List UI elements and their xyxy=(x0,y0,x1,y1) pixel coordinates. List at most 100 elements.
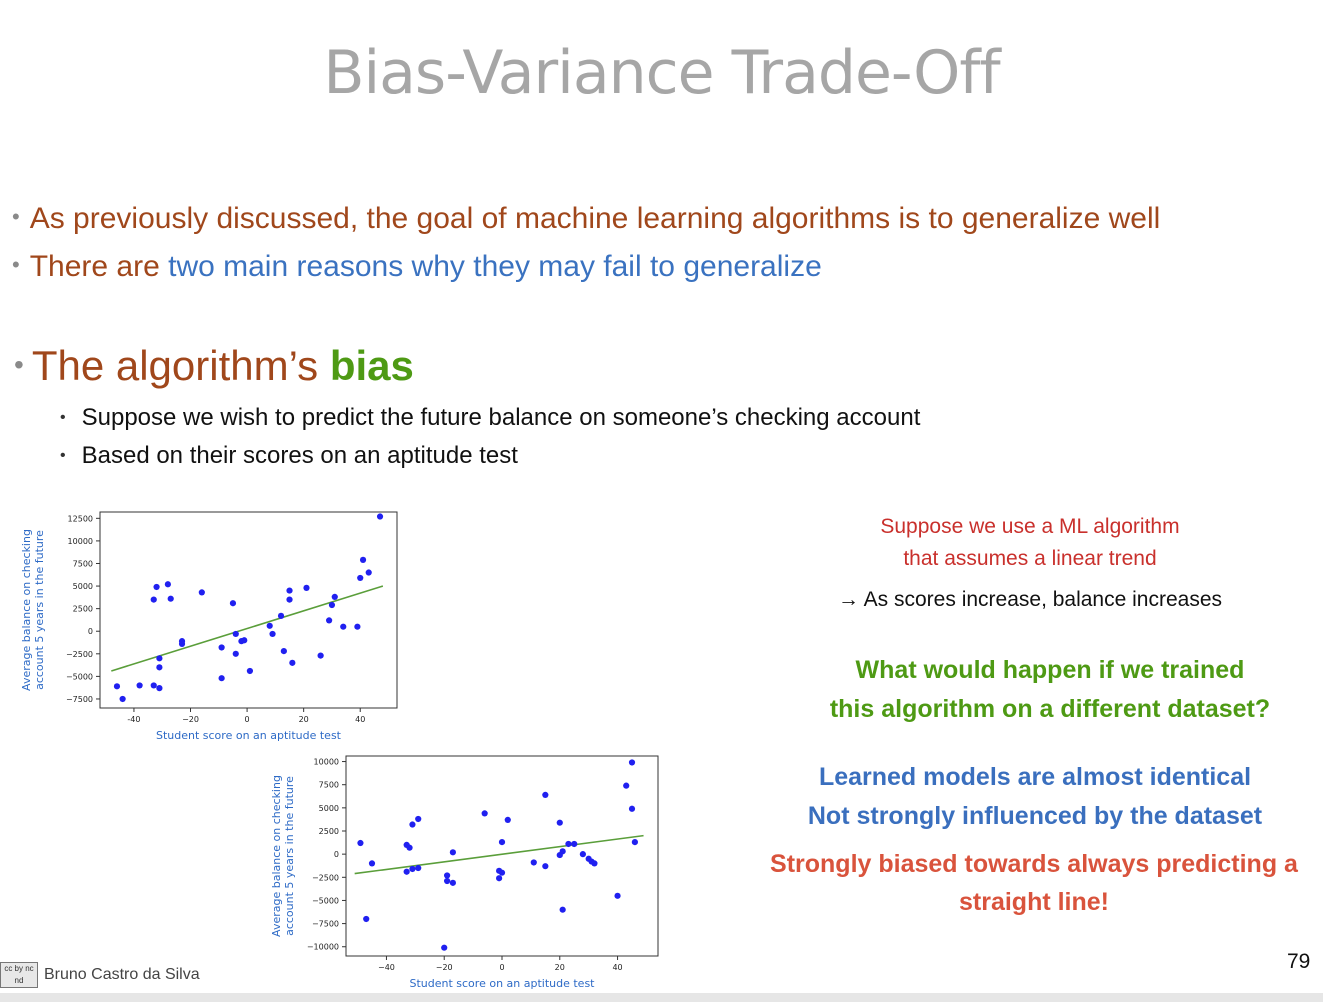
scatter-chart-2: −40 −20 0 20 40 −10000 −7500 −5000 −2500 0 2500 500… xyxy=(270,755,659,990)
bullet-dot-icon: • xyxy=(14,349,24,380)
data-point xyxy=(631,839,638,846)
scatter-chart-1: -40 −20 0 20 40 −7500 −5000 −2500 0 2500 5000 7500 1… xyxy=(20,511,398,742)
y-tick-label: 10000 xyxy=(68,537,93,546)
sub-bullet-1: • Suppose we wish to predict the future b… xyxy=(60,404,920,432)
conclusion-line-2: straight line! xyxy=(958,888,1109,916)
y-tick-label: −7500 xyxy=(312,920,339,929)
data-point xyxy=(628,759,636,766)
y-tick-label: −7500 xyxy=(66,695,93,704)
data-point xyxy=(614,892,621,899)
data-point xyxy=(269,630,276,638)
x-tick-label: −20 xyxy=(436,963,453,972)
data-point xyxy=(229,600,237,607)
data-point xyxy=(357,839,364,847)
bullet-generalize: • As previously discussed, the goal of ma… xyxy=(12,202,1160,236)
data-point xyxy=(354,623,361,630)
y-axis-label-line: Average balance on checking xyxy=(20,529,33,691)
y-tick-label: 2500 xyxy=(319,827,339,836)
x-tick-label: 0 xyxy=(245,715,250,724)
bullet-dot-icon: • xyxy=(60,409,66,426)
data-point xyxy=(441,944,448,951)
data-point xyxy=(542,791,549,798)
slide-title: Bias-Variance Trade-Off xyxy=(323,38,1000,108)
data-point xyxy=(403,868,410,875)
data-point xyxy=(156,685,163,692)
data-point xyxy=(363,915,370,923)
conclusion-line-1: Strongly biased towards always predictin… xyxy=(770,850,1298,878)
page-number: 79 xyxy=(1287,950,1311,973)
data-point xyxy=(542,863,549,870)
y-axis-label-line: account 5 years in the future xyxy=(33,530,46,690)
data-point xyxy=(359,556,367,563)
question-line-1: What would happen if we trained xyxy=(855,656,1245,684)
data-point xyxy=(198,589,205,596)
bullet-dot-icon: • xyxy=(60,447,66,464)
data-point xyxy=(331,593,338,601)
bullet-text: As previously discussed, the goal of mac… xyxy=(29,202,1161,235)
data-point xyxy=(232,630,239,638)
data-point xyxy=(579,851,586,858)
bottom-bar xyxy=(0,993,1323,1002)
x-tick-label: -40 xyxy=(127,715,140,724)
y-tick-label: −5000 xyxy=(312,896,339,905)
x-tick-label: −40 xyxy=(378,963,395,972)
y-tick-label: −10000 xyxy=(307,943,339,952)
data-point xyxy=(246,667,254,675)
data-point xyxy=(565,840,572,848)
data-point xyxy=(496,875,503,882)
data-point xyxy=(150,596,157,603)
data-point xyxy=(498,869,506,876)
data-point xyxy=(559,906,566,913)
data-point xyxy=(628,805,636,812)
data-point xyxy=(317,652,324,659)
bullet-text: There are xyxy=(29,250,169,283)
heading-bold: bias xyxy=(329,342,414,389)
data-point xyxy=(286,596,293,603)
arrow-note: → As scores increase, balance increases xyxy=(837,588,1223,611)
data-point xyxy=(232,650,239,657)
data-point xyxy=(556,819,563,826)
bullet-reasons: • There are two main reasons why they may… xyxy=(12,250,822,284)
y-tick-label: −5000 xyxy=(66,672,93,681)
data-point xyxy=(376,513,384,520)
x-tick-label: 20 xyxy=(555,963,565,972)
data-point xyxy=(449,879,456,886)
plot-frame xyxy=(99,511,398,709)
y-tick-label: 5000 xyxy=(73,582,93,591)
data-point xyxy=(218,644,225,651)
plot-frame xyxy=(345,755,659,957)
data-point xyxy=(156,655,163,662)
answer-line-1: Learned models are almost identical xyxy=(818,763,1252,791)
data-point xyxy=(504,816,511,823)
data-point xyxy=(498,839,506,846)
data-point xyxy=(530,859,537,866)
data-point xyxy=(241,637,248,644)
data-point xyxy=(591,860,598,867)
y-axis-label-line: Average balance on checking xyxy=(270,775,283,937)
data-point xyxy=(444,877,451,885)
data-point xyxy=(559,848,566,855)
y-tick-label: 7500 xyxy=(319,781,339,790)
x-axis-label: Student score on an aptitude test xyxy=(409,977,595,990)
x-tick-label: −20 xyxy=(182,715,199,724)
note-line-2: that assumes a linear trend xyxy=(903,547,1157,570)
fit-line xyxy=(111,585,384,672)
footer-author: Bruno Castro da Silva xyxy=(44,966,200,983)
y-axis-label: Average balance on checking account 5 yea… xyxy=(270,775,296,937)
data-point xyxy=(571,840,578,848)
data-point xyxy=(328,601,336,609)
data-point xyxy=(280,647,287,655)
y-tick-label: −2500 xyxy=(312,873,339,882)
bullet-dot-icon: • xyxy=(12,204,20,229)
sub-bullet-text: Based on their scores on an aptitude tes… xyxy=(81,442,518,469)
data-point xyxy=(153,583,160,591)
x-tick-label: 40 xyxy=(355,715,365,724)
y-tick-label: 12500 xyxy=(68,514,93,523)
data-point xyxy=(289,659,296,666)
data-point xyxy=(218,675,225,682)
y-tick-label: 10000 xyxy=(314,758,339,767)
sub-bullet-2: • Based on their scores on an aptitude te… xyxy=(60,442,518,470)
y-axis-label: Average balance on checking account 5 yea… xyxy=(20,529,46,691)
note-line-1: Suppose we use a ML algorithm xyxy=(880,515,1180,538)
bullet-dot-icon: • xyxy=(12,252,20,277)
